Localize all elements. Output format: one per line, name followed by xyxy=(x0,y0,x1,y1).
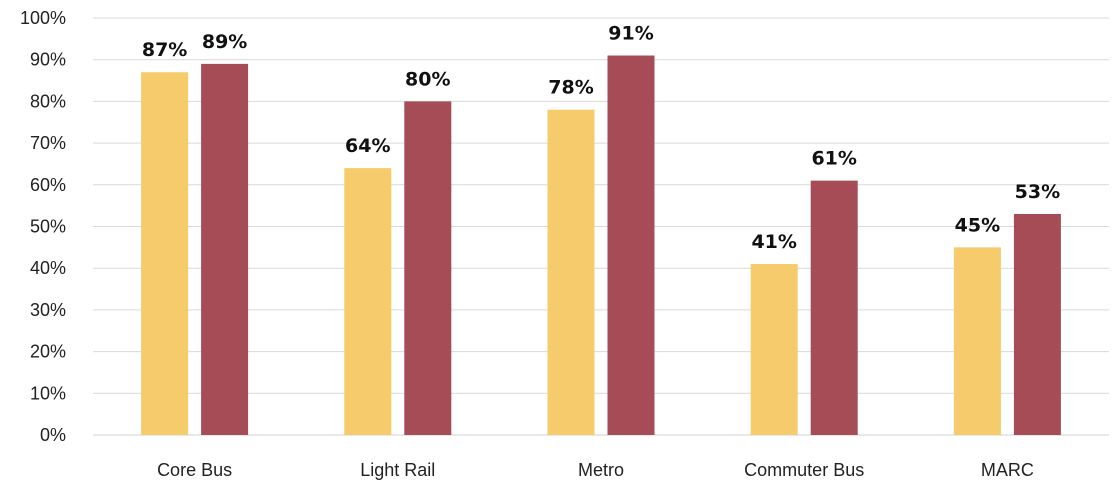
bar-series-2 xyxy=(1013,213,1061,435)
x-category-label: Core Bus xyxy=(157,460,232,480)
x-category-label: Light Rail xyxy=(360,460,435,480)
y-tick-label: 70% xyxy=(30,133,66,153)
bars xyxy=(141,55,1061,436)
x-category-label: Metro xyxy=(578,460,624,480)
y-tick-label: 30% xyxy=(30,300,66,320)
y-tick-label: 10% xyxy=(30,383,66,403)
bar-series-1 xyxy=(141,72,189,436)
data-label: 78% xyxy=(548,77,593,99)
bar-series-2 xyxy=(810,180,858,435)
data-label: 61% xyxy=(811,148,856,170)
x-category-label: Commuter Bus xyxy=(744,460,864,480)
data-label: 91% xyxy=(608,23,653,45)
y-tick-label: 20% xyxy=(30,342,66,362)
data-label: 89% xyxy=(202,31,247,53)
bar-series-2 xyxy=(404,101,452,436)
data-label: 41% xyxy=(751,231,796,253)
gridlines xyxy=(93,17,1109,436)
bar-series-1 xyxy=(750,264,798,435)
y-tick-label: 0% xyxy=(40,425,66,445)
data-label: 64% xyxy=(345,135,390,157)
y-tick-label: 80% xyxy=(30,91,66,111)
data-label: 53% xyxy=(1015,181,1060,203)
bar-series-2 xyxy=(607,55,655,435)
y-tick-label: 40% xyxy=(30,258,66,278)
y-tick-label: 50% xyxy=(30,217,66,237)
y-tick-label: 90% xyxy=(30,50,66,70)
y-axis-tick-labels: 0% 10% 20% 30% 40% 50% 60% 70% 80% 90% 100% xyxy=(20,8,66,445)
x-category-label: MARC xyxy=(981,460,1034,480)
data-label: 45% xyxy=(955,214,1000,236)
bar-series-1 xyxy=(953,247,1001,435)
data-label: 87% xyxy=(142,39,187,61)
bar-series-2 xyxy=(201,63,249,436)
x-axis-category-labels: Core Bus Light Rail Metro Commuter Bus MARC xyxy=(157,460,1034,480)
bar-series-1 xyxy=(547,109,595,436)
bar-series-1 xyxy=(344,168,392,435)
y-tick-label: 60% xyxy=(30,175,66,195)
y-tick-label: 100% xyxy=(20,8,66,28)
data-label: 80% xyxy=(405,68,450,90)
data-labels: 87% 89% 64% 80% 78% 91% 41% 61% 45% 53% xyxy=(142,23,1060,254)
